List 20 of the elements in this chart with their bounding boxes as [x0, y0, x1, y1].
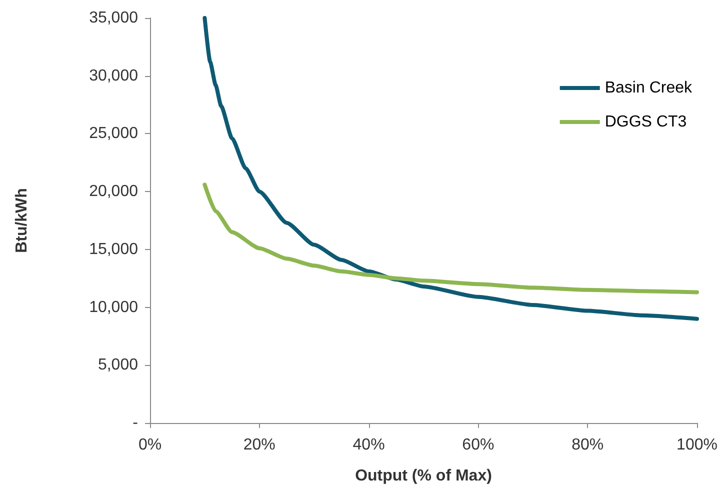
y-tick-label: 30,000: [89, 67, 138, 84]
x-tick-label: 40%: [352, 436, 385, 454]
legend-label: DGGS CT3: [604, 114, 687, 130]
line-series: [202, 182, 699, 294]
y-tick-label: 5,000: [98, 356, 138, 374]
legend-label: Basin Creek: [604, 80, 693, 96]
x-axis-title: Output (% of Max): [355, 468, 492, 484]
y-axis-title: Btu/kWh: [14, 188, 30, 253]
y-tick-label: 35,000: [89, 10, 138, 26]
line-series: [202, 16, 699, 321]
x-tick-label: 0%: [138, 436, 162, 454]
x-tick-label: 80%: [572, 436, 604, 454]
y-tick-label: -: [132, 414, 138, 432]
y-tick-label: 20,000: [89, 183, 138, 200]
x-tick-label: 20%: [243, 436, 276, 454]
y-tick-label: 25,000: [89, 125, 138, 142]
y-tick-label: 10,000: [89, 298, 138, 316]
x-tick-label: 100%: [676, 436, 718, 454]
y-tick-label: 15,000: [89, 240, 138, 258]
x-tick-label: 60%: [462, 436, 494, 454]
